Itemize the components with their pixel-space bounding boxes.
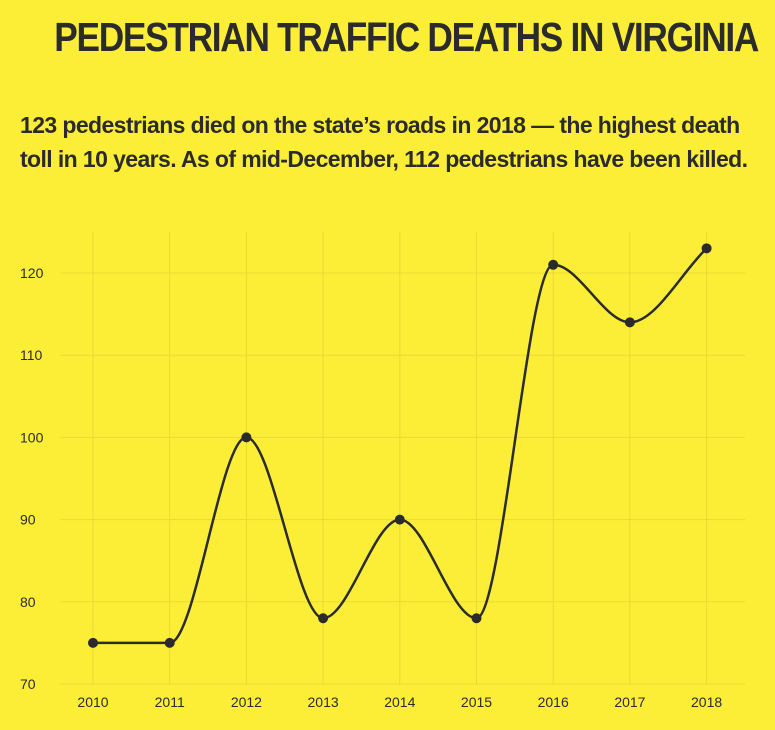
data-points xyxy=(88,243,712,648)
y-tick-label: 80 xyxy=(20,594,36,610)
data-point-2018[interactable] xyxy=(701,243,712,254)
grid-vertical xyxy=(92,232,708,684)
grid-horizontal xyxy=(60,272,745,685)
data-point-2013[interactable] xyxy=(318,613,329,624)
x-tick-label: 2016 xyxy=(538,694,569,710)
x-tick-label: 2015 xyxy=(461,694,492,710)
y-tick-label: 110 xyxy=(20,347,43,363)
data-point-2014[interactable] xyxy=(394,514,405,525)
x-tick-label: 2017 xyxy=(614,694,645,710)
chart-subtitle: 123 pedestrians died on the state’s road… xyxy=(20,112,748,172)
x-tick-label: 2010 xyxy=(77,694,108,710)
x-tick-label: 2014 xyxy=(384,694,415,710)
y-axis-ticks: 70 80 90 100 110 120 xyxy=(20,265,44,692)
x-tick-label: 2013 xyxy=(308,694,339,710)
data-point-2016[interactable] xyxy=(548,259,559,270)
data-point-2017[interactable] xyxy=(624,317,635,328)
x-axis-ticks: 2010 2011 2012 2013 2014 2015 2016 2017 2018 xyxy=(77,694,722,710)
y-tick-label: 90 xyxy=(20,512,36,528)
x-tick-label: 2012 xyxy=(231,694,262,710)
data-point-2015[interactable] xyxy=(471,613,482,624)
data-point-2012[interactable] xyxy=(241,432,252,443)
data-point-2011[interactable] xyxy=(164,637,175,648)
x-tick-label: 2011 xyxy=(155,694,185,710)
y-tick-label: 100 xyxy=(20,429,44,445)
x-tick-label: 2018 xyxy=(691,694,722,710)
y-tick-label: 70 xyxy=(20,676,36,692)
y-tick-label: 120 xyxy=(20,265,44,281)
data-point-2010[interactable] xyxy=(88,637,98,648)
chart-title: PEDESTRIAN TRAFFIC DEATHS IN VIRGINIA xyxy=(54,14,759,60)
